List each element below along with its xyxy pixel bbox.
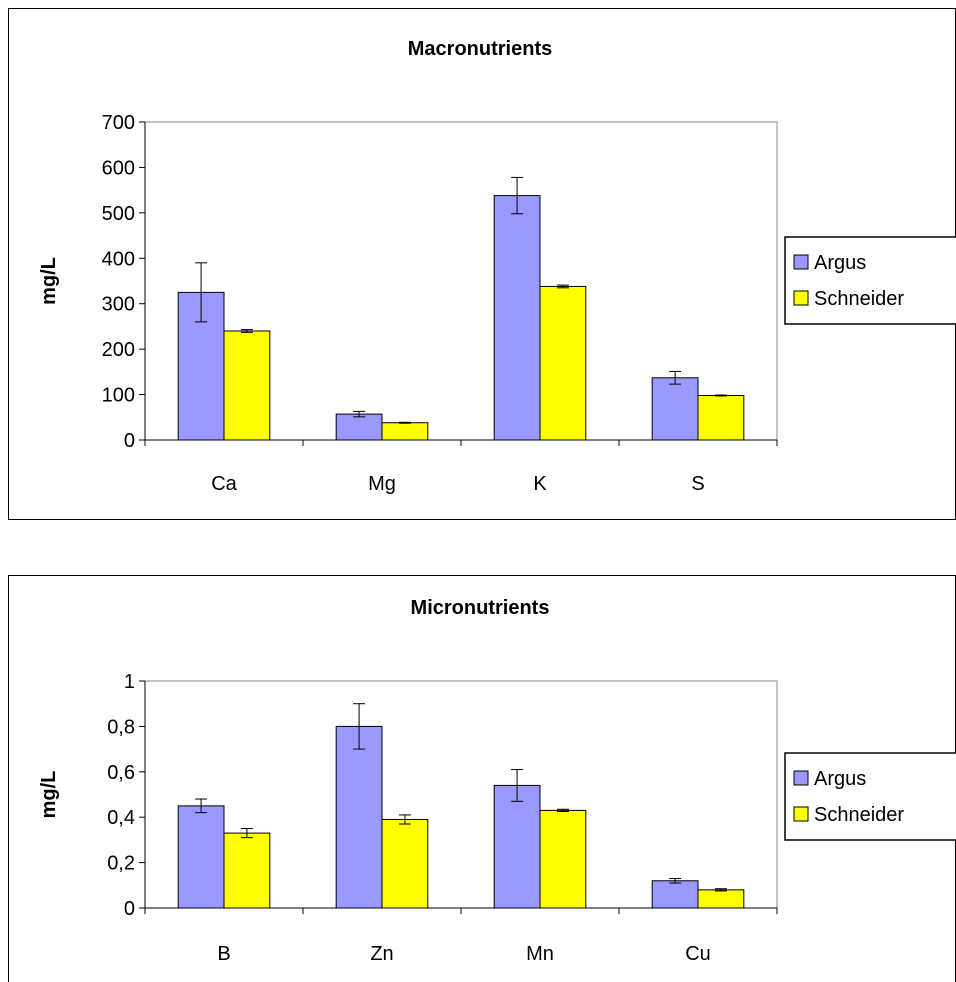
legend-swatch-argus — [793, 770, 809, 786]
legend-swatch-argus — [793, 254, 809, 270]
legend-label-schneider: Schneider — [814, 288, 904, 310]
x-category-label: Mg — [368, 473, 396, 495]
x-category-label: Ca — [211, 473, 237, 495]
bar-argus-b — [177, 805, 225, 909]
legend-swatch-schneider — [793, 290, 809, 306]
y-tick-label: 500 — [102, 203, 135, 225]
y-tick-label: 0 — [124, 430, 135, 452]
bar-argus-cu — [651, 880, 699, 909]
legend-box — [784, 752, 956, 841]
y-tick-label: 0,2 — [107, 853, 135, 875]
y-tick-label: 1 — [124, 671, 135, 693]
bar-schneider-mn — [539, 809, 587, 909]
y-tick-label: 0,8 — [107, 716, 135, 738]
y-tick-label: 400 — [102, 248, 135, 270]
chart-title: Micronutrients — [411, 597, 550, 619]
x-category-label: Cu — [685, 943, 711, 965]
bar-argus-mg — [335, 413, 383, 441]
legend-label-schneider: Schneider — [814, 804, 904, 826]
bar-argus-mn — [493, 784, 541, 909]
x-category-label: Mn — [526, 943, 554, 965]
bar-schneider-ca — [223, 330, 271, 441]
bar-schneider-zn — [381, 818, 429, 909]
y-tick-label: 200 — [102, 339, 135, 361]
y-tick-label: 100 — [102, 385, 135, 407]
y-tick-label: 300 — [102, 294, 135, 316]
bar-schneider-k — [539, 285, 587, 441]
legend-label-argus: Argus — [814, 252, 866, 274]
bar-argus-k — [493, 195, 541, 441]
y-tick-label: 600 — [102, 157, 135, 179]
y-tick-label: 0 — [124, 898, 135, 920]
y-axis-label: mg/L — [38, 771, 60, 819]
bar-schneider-cu — [697, 889, 745, 909]
y-tick-label: 0,4 — [107, 807, 135, 829]
bar-argus-zn — [335, 725, 383, 909]
x-category-label: Zn — [370, 943, 393, 965]
bar-schneider-b — [223, 832, 271, 909]
x-category-label: B — [217, 943, 230, 965]
legend-label-argus: Argus — [814, 768, 866, 790]
bar-schneider-mg — [381, 422, 429, 441]
x-category-label: K — [533, 473, 547, 495]
y-axis-label: mg/L — [38, 257, 60, 305]
chart-title: Macronutrients — [408, 38, 552, 60]
x-category-label: S — [691, 473, 704, 495]
legend-swatch-schneider — [793, 806, 809, 822]
bar-schneider-s — [697, 394, 745, 441]
bar-argus-s — [651, 377, 699, 441]
y-tick-label: 700 — [102, 112, 135, 134]
y-tick-label: 0,6 — [107, 762, 135, 784]
legend-box — [784, 236, 956, 325]
